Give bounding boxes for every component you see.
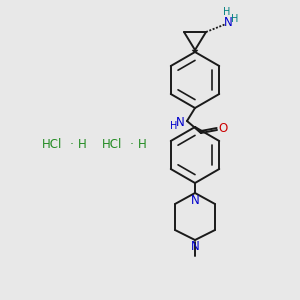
Text: N: N (176, 116, 184, 128)
Text: H: H (138, 139, 146, 152)
Text: ·: · (70, 139, 74, 152)
Text: HCl: HCl (102, 139, 122, 152)
Text: O: O (218, 122, 228, 136)
Polygon shape (192, 50, 198, 52)
Text: ·: · (130, 139, 134, 152)
Text: H: H (170, 121, 178, 131)
Text: HCl: HCl (42, 139, 62, 152)
Text: N: N (190, 240, 200, 253)
Text: N: N (190, 194, 200, 207)
Text: H: H (223, 7, 231, 17)
Text: N: N (224, 16, 232, 29)
Text: H: H (78, 139, 86, 152)
Text: H: H (231, 14, 239, 24)
